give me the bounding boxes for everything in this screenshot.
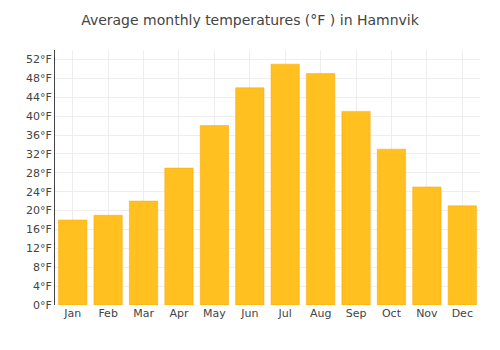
svg-text:Feb: Feb [98,307,117,320]
svg-text:4°F: 4°F [33,280,52,293]
svg-text:36°F: 36°F [26,129,52,142]
svg-text:40°F: 40°F [26,110,52,123]
svg-text:Oct: Oct [382,307,402,320]
svg-text:Sep: Sep [346,307,367,320]
svg-text:44°F: 44°F [26,91,52,104]
svg-text:Mar: Mar [133,307,154,320]
svg-text:48°F: 48°F [26,72,52,85]
svg-text:Jan: Jan [63,307,81,320]
svg-text:28°F: 28°F [26,167,52,180]
svg-text:8°F: 8°F [33,261,52,274]
svg-text:16°F: 16°F [26,223,52,236]
svg-text:24°F: 24°F [26,186,52,199]
svg-text:52°F: 52°F [26,53,52,66]
svg-text:May: May [203,307,226,320]
svg-text:0°F: 0°F [33,299,52,312]
svg-text:12°F: 12°F [26,242,52,255]
svg-text:Apr: Apr [169,307,189,320]
svg-text:Nov: Nov [416,307,438,320]
svg-text:20°F: 20°F [26,204,52,217]
svg-text:Average monthly temperatures (: Average monthly temperatures (°F ) in Ha… [81,12,420,28]
svg-text:Jun: Jun [240,307,258,320]
svg-text:32°F: 32°F [26,148,52,161]
svg-text:Jul: Jul [278,307,292,320]
svg-text:Dec: Dec [452,307,473,320]
svg-text:Aug: Aug [310,307,331,320]
